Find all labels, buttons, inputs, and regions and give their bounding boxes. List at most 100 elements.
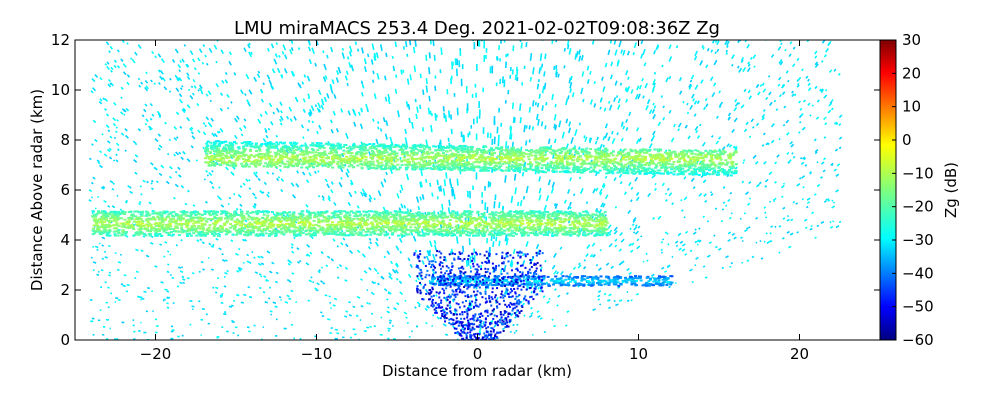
layer-cell [455,158,459,161]
layer-cell [462,159,466,162]
clutter-mark [178,69,182,73]
layer-cell [378,157,382,160]
clutter-mark [759,83,763,87]
layer-cell [554,150,558,153]
clutter-mark [522,252,525,257]
layer-cell [342,152,346,155]
layer-cell [213,150,217,153]
layer-cell [349,154,353,157]
clutter-mark [216,130,220,134]
layer-cell [207,164,211,167]
clutter-mark [150,162,154,166]
clutter-mark [768,200,772,203]
layer-cell [259,162,263,165]
clutter-mark [764,178,769,183]
clutter-mark [820,161,825,165]
clutter-mark [104,281,107,284]
clutter-mark [178,93,183,98]
layer-cell [452,164,456,167]
layer-cell [615,154,619,157]
clutter-mark [761,113,766,119]
layer-cell [476,148,480,151]
layer-cell [365,143,369,146]
clutter-mark [436,316,440,320]
clutter-mark [253,171,257,176]
layer-cell [481,152,485,155]
layer-cell [572,170,576,173]
clutter-mark [103,153,108,157]
layer-cell [471,150,475,153]
layer-cell [383,167,387,170]
layer-cell [332,154,336,157]
layer-cell [545,146,549,149]
layer-cell [734,150,738,153]
layer-cell [293,155,297,158]
clutter-mark [570,75,573,81]
layer-cell [407,162,411,165]
layer-cell [264,158,268,161]
clutter-mark [219,294,224,297]
layer-cell [595,152,599,155]
clutter-mark [97,195,100,199]
clutter-mark [634,230,639,235]
clutter-mark [565,292,569,295]
layer-cell [440,166,444,169]
clutter-mark [786,151,790,155]
layer-cell [632,167,636,170]
layer-cell [609,152,613,155]
layer-cell [233,165,237,168]
layer-cell [416,145,420,148]
clutter-mark [660,95,664,99]
clutter-mark [302,108,306,113]
clutter-mark [629,199,633,203]
clutter-mark [651,108,656,114]
clutter-mark [597,298,601,301]
clutter-mark [238,269,242,272]
clutter-mark [694,240,697,244]
clutter-mark [210,245,214,249]
clutter-mark [431,192,434,197]
layer-cell [688,167,692,170]
layer-cell [371,145,375,148]
layer-cell [431,158,435,161]
layer-cell [408,154,412,157]
layer-cell [280,161,284,164]
clutter-mark [559,246,563,250]
clutter-mark [239,208,242,211]
layer-cell [430,156,434,159]
layer-cell [300,151,304,154]
clutter-mark [237,247,241,251]
clutter-mark [178,151,182,155]
layer-cell [418,165,422,168]
clutter-mark [404,41,408,48]
layer-cell [418,222,422,225]
layer-cell [295,148,299,151]
clutter-mark [553,270,558,275]
clutter-mark [114,252,117,255]
layer-cell [341,164,345,167]
clutter-mark [125,134,129,139]
clutter-mark [294,96,299,103]
layer-cell [472,161,476,164]
layer-cell [356,164,360,167]
layer-cell [694,153,698,156]
clutter-mark [653,71,657,75]
clutter-mark [746,259,750,262]
clutter-mark [157,53,162,58]
clutter-mark [117,261,122,264]
clutter-mark [266,74,271,80]
layer-cell [389,143,393,146]
layer-cell [370,149,374,152]
clutter-mark [770,139,775,144]
clutter-mark [778,59,783,64]
clutter-mark [512,248,516,255]
clutter-mark [635,196,640,202]
clutter-mark [816,99,820,103]
layer-cell [385,151,389,154]
layer-cell [620,154,624,157]
clutter-mark [567,188,571,194]
clutter-mark [215,291,218,294]
clutter-mark [744,40,748,43]
layer-cell [354,160,358,163]
layer-cell [688,173,692,176]
